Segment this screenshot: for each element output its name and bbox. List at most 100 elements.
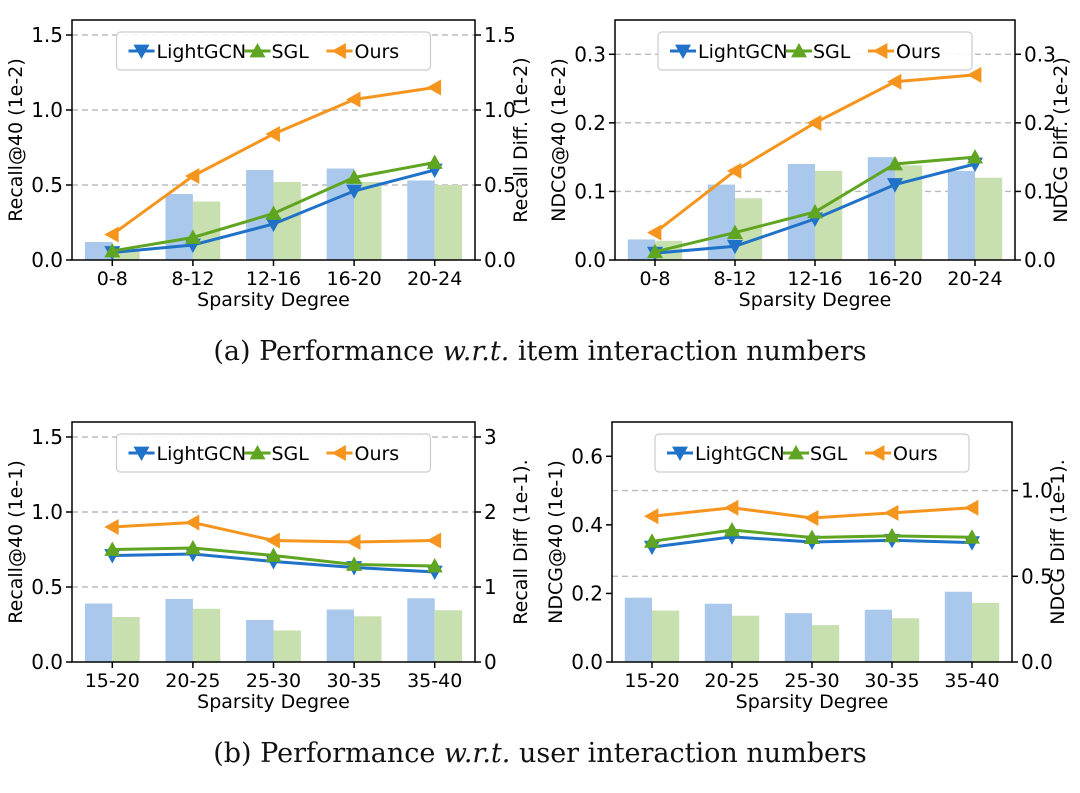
legend-label-ours: Ours: [893, 443, 938, 465]
x-axis-label: Sparsity Degree: [197, 691, 350, 713]
chart-panel-a-left: 0.0 0.5 1.0 1.5 0.0 0.5 1.0 1.5 0-8 8-12 12-16 16-2…: [5, 19, 532, 311]
legend-marker-ours: [331, 445, 346, 461]
y-tick-label: 0.0: [574, 248, 606, 272]
y2-axis-label: NDCG Diff (1e-1).: [1047, 459, 1069, 625]
y-tick-label: 0.0: [31, 650, 63, 674]
ours-point-0: [644, 508, 659, 525]
ours-point-3: [887, 73, 902, 90]
lightgcn-point-1: [727, 239, 743, 255]
x-tick-label: 25-30: [784, 670, 839, 692]
y2-tick-label: 0.0: [484, 248, 516, 272]
y2-tick-label: 1: [484, 575, 497, 599]
legend-label-lightgcn: LightGCN: [157, 41, 247, 63]
legend-box: [657, 31, 973, 71]
y2-tick-label: 1.5: [484, 23, 516, 47]
x-tick-label: 25-30: [246, 670, 301, 692]
ours-point-4: [967, 66, 982, 83]
x-tick-label: 12-16: [787, 268, 842, 290]
sgl-point-0: [647, 243, 663, 259]
bar-left-1: [704, 603, 732, 662]
legend-marker-ours: [331, 43, 346, 59]
legend-label-lightgcn: LightGCN: [695, 443, 785, 465]
sgl-point-2: [265, 205, 282, 220]
ours-point-3: [346, 91, 361, 108]
lightgcn-point-3: [346, 184, 363, 199]
bar-right-3: [892, 618, 920, 662]
sgl-point-4: [964, 529, 980, 544]
y2-tick-label: 0.1: [1024, 179, 1056, 203]
legend-marker-lightgcn: [675, 44, 691, 59]
y-tick-label: 0.3: [574, 42, 606, 66]
caption-a-prefix: (a) Performance: [213, 336, 443, 367]
y2-axis-label: Recall Diff (1e-1).: [510, 459, 532, 624]
legend-box: [654, 433, 970, 473]
y-tick-label: 1.0: [31, 98, 63, 122]
x-tick-label: 20-24: [947, 268, 1002, 290]
ours-point-0: [104, 226, 119, 243]
bar-right-2: [812, 625, 840, 662]
bar-left-0: [627, 239, 655, 260]
ours-point-0: [104, 519, 119, 535]
legend-marker-ours: [873, 43, 888, 59]
ours-point-1: [724, 499, 739, 516]
sgl-point-4: [426, 154, 443, 169]
y2-tick-label: 2: [484, 500, 497, 524]
bar-right-0: [652, 610, 680, 662]
y-axis-label: NDCG@40 (1e-2): [548, 58, 570, 222]
legend-label-lightgcn: LightGCN: [157, 443, 247, 465]
bar-right-2: [273, 630, 301, 662]
legend: LightGCN SGL Ours: [657, 31, 973, 71]
x-tick-label: 0-8: [639, 268, 670, 290]
sgl-point-0: [104, 243, 121, 258]
caption-b-suffix: user interaction numbers: [510, 738, 867, 769]
y-tick-label: 0.4: [571, 513, 603, 537]
x-axis-label: Sparsity Degree: [197, 289, 350, 311]
y-axis-label: NDCG@40 (1e-1): [545, 460, 567, 624]
x-tick-label: 15-20: [85, 670, 140, 692]
lightgcn-point-3: [887, 178, 903, 193]
bar-left-2: [246, 620, 274, 662]
legend-marker-lightgcn: [133, 446, 150, 461]
bar-left-4: [407, 180, 435, 260]
y-tick-label: 1.0: [31, 500, 63, 524]
sgl-point-1: [724, 522, 740, 537]
caption-a-italic: w.r.t.: [442, 336, 510, 367]
y-tick-label: 0.5: [31, 575, 63, 599]
x-tick-label: 16-20: [326, 268, 381, 290]
sgl-point-2: [804, 529, 820, 544]
caption-b: (b) Performance w.r.t. user interaction …: [0, 738, 1080, 769]
ours-point-1: [727, 162, 742, 179]
bar-left-3: [864, 609, 892, 662]
legend-label-sgl: SGL: [813, 41, 851, 63]
y2-axis-label: Recall Diff. (1e-2): [510, 57, 532, 222]
sgl-point-0: [644, 533, 660, 548]
x-tick-label: 30-35: [326, 670, 381, 692]
legend-marker-sgl: [249, 43, 266, 58]
legend-label-lightgcn: LightGCN: [698, 41, 788, 63]
ours-point-2: [265, 532, 280, 549]
legend-label-ours: Ours: [355, 41, 400, 63]
sgl-point-3: [346, 556, 363, 571]
x-tick-label: 15-20: [624, 670, 679, 692]
bar-right-0: [112, 249, 140, 260]
x-tick-label: 20-24: [407, 268, 462, 290]
y2-tick-label: 0.3: [1024, 42, 1056, 66]
legend-label-sgl: SGL: [272, 41, 310, 63]
sgl-point-4: [426, 558, 443, 573]
legend-marker-lightgcn: [672, 446, 688, 461]
y2-tick-label: 0.0: [1024, 248, 1056, 272]
sgl-point-2: [807, 204, 823, 219]
y2-tick-label: 1.0: [484, 98, 516, 122]
sgl-point-3: [884, 527, 900, 543]
x-axis-label: Sparsity Degree: [736, 691, 889, 713]
y-tick-label: 0.2: [571, 581, 603, 605]
x-tick-label: 20-25: [165, 670, 220, 692]
legend-label-sgl: SGL: [272, 443, 310, 465]
bar-right-4: [434, 610, 463, 662]
y2-tick-label: 1.0: [1021, 479, 1053, 503]
bar-right-4: [975, 177, 1003, 260]
x-tick-label: 8-12: [171, 268, 214, 290]
legend: LightGCN SGL Ours: [115, 433, 432, 473]
sgl-point-1: [727, 224, 743, 239]
